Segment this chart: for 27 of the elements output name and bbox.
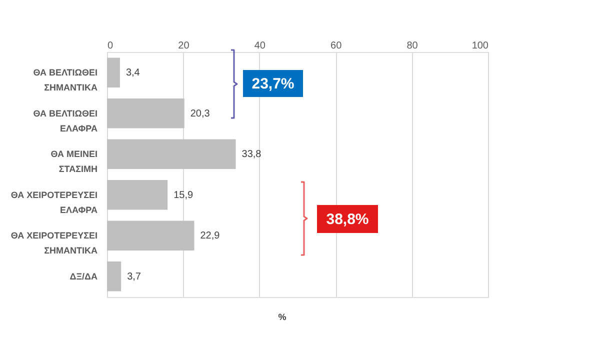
- bar: [107, 220, 194, 251]
- data-label: 3,4: [126, 68, 140, 79]
- y-tick-label: ΘΑ ΒΕΛΤΙΩΘΕΙ ΕΛΑΦΡΑ: [33, 108, 98, 134]
- y-tick-label: ΘΑ ΒΕΛΤΙΩΘΕΙ ΣΗΜΑΝΤΙΚΑ: [33, 68, 98, 93]
- data-label: 20,3: [190, 108, 210, 120]
- bar: [107, 98, 184, 128]
- annotation: 23,7%: [252, 76, 294, 92]
- data-label: 33,8: [242, 149, 262, 160]
- data-label: 3,7: [127, 271, 142, 282]
- y-tick-label: ΔΞ/ΔΑ: [70, 271, 98, 282]
- data-label: 15,9: [174, 190, 194, 201]
- y-tick-label: ΘΑ ΜΕΙΝΕΙ ΣΤΑΣΙΜΗ: [50, 149, 98, 174]
- bar: [107, 58, 120, 88]
- x-tick-label: 40: [254, 40, 266, 52]
- bar: [107, 180, 168, 210]
- y-tick-label: ΘΑ ΧΕΙΡΟΤΕΡΕΥΣΕΙ ΣΗΜΑΝΤΙΚΑ: [10, 230, 98, 256]
- x-tick-label: 60: [330, 40, 342, 52]
- x-tick-label: 80: [406, 40, 418, 52]
- y-tick-label: ΘΑ ΧΕΙΡΟΤΕΡΕΥΣΕΙ ΕΛΑΦΡΑ: [10, 190, 98, 215]
- x-tick-label: 0: [108, 40, 114, 52]
- x-tick-label: 100: [472, 40, 489, 52]
- bar: [107, 262, 122, 292]
- x-tick-label: 20: [178, 40, 190, 52]
- data-label: 22,9: [200, 230, 220, 242]
- x-axis-title: %: [278, 312, 286, 322]
- annotation: 38,8%: [326, 211, 369, 228]
- bar: [107, 139, 236, 169]
